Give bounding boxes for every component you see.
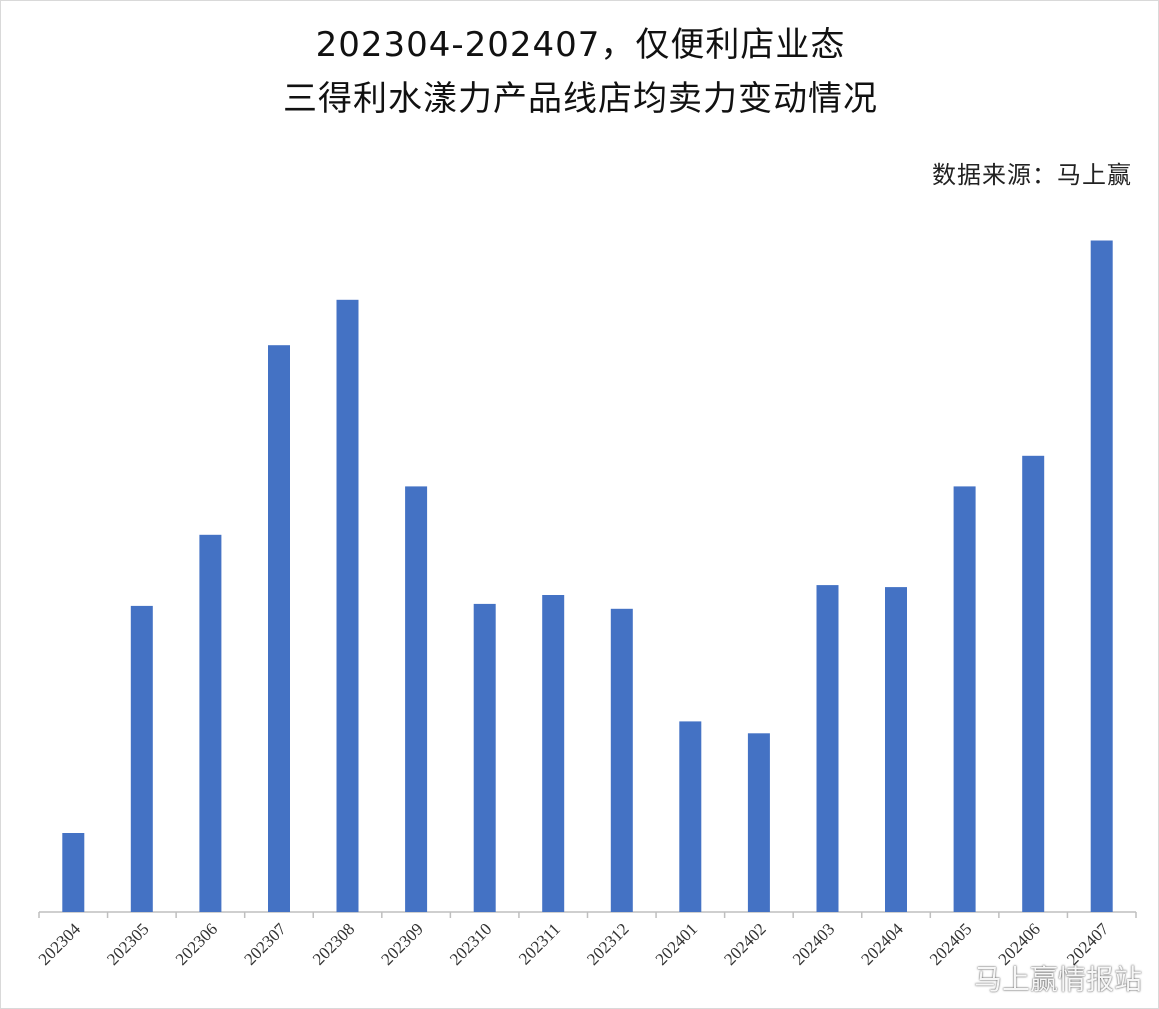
bar-202404 [885, 587, 907, 912]
watermark: 马上赢情报站 [934, 958, 1142, 998]
weibo-icon [934, 966, 967, 991]
x-tick-label-202306: 202306 [172, 919, 221, 968]
watermark-text: 马上赢情报站 [973, 963, 1142, 996]
x-tick-label-202403: 202403 [789, 919, 838, 968]
bar-202401 [679, 721, 702, 912]
x-tick-label-202401: 202401 [652, 919, 701, 968]
bar-202304 [62, 833, 85, 912]
x-tick-label-202404: 202404 [857, 919, 907, 969]
x-tick-label-202311: 202311 [515, 919, 564, 968]
bar-202307 [268, 345, 290, 912]
x-tick-label-202307: 202307 [240, 919, 290, 969]
bar-202306 [199, 534, 222, 912]
x-tick-label-202304: 202304 [35, 919, 85, 969]
x-tick-label-202312: 202312 [583, 919, 632, 968]
bar-202310 [473, 603, 496, 912]
bar-202308 [336, 299, 359, 913]
bar-202405 [953, 486, 976, 912]
data-source-note: 数据来源：马上赢 [932, 161, 1132, 189]
bar-202407 [1090, 240, 1113, 912]
bar-202311 [542, 595, 565, 912]
x-tick-label-202305: 202305 [103, 919, 152, 968]
bar-202305 [130, 605, 153, 912]
bar-202403 [816, 585, 839, 912]
x-tick-label-202309: 202309 [377, 919, 426, 968]
x-tick-label-202310: 202310 [446, 919, 495, 968]
bar-202312 [610, 608, 633, 912]
bar-202309 [405, 486, 428, 912]
chart-title-line2: 三得利水漾力产品线店均卖力变动情况 [283, 79, 878, 119]
bar-202402 [747, 733, 770, 912]
bar-202406 [1022, 455, 1045, 912]
chart-title-line1: 202304-202407，仅便利店业态 [315, 25, 846, 65]
x-tick-label-202402: 202402 [720, 919, 769, 968]
x-tick-label-202308: 202308 [309, 919, 358, 968]
